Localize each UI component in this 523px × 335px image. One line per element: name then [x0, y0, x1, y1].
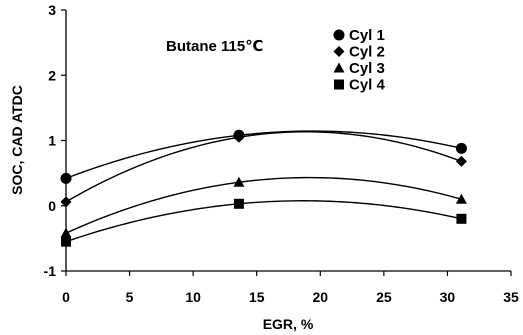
y-tick-label: 3 [48, 2, 56, 18]
point-cyl-3 [60, 227, 72, 238]
point-cyl-3 [455, 193, 467, 204]
point-cyl-4 [61, 236, 71, 247]
x-tick-label: 35 [503, 289, 519, 305]
legend-marker-cyl-3 [333, 62, 345, 73]
x-tick-label: 30 [440, 289, 456, 305]
chart-annotation: Butane 115℃ [166, 38, 263, 55]
point-cyl-2 [455, 155, 467, 167]
legend-marker-cyl-2 [333, 46, 345, 57]
y-tick-label: -1 [44, 263, 57, 279]
x-tick-label: 20 [312, 289, 328, 305]
legend-label: Cyl 1 [349, 27, 385, 44]
legend-label: Cyl 2 [349, 44, 385, 61]
data-markers [60, 129, 467, 247]
x-tick-label: 15 [249, 289, 265, 305]
x-tick-label: 5 [126, 289, 134, 305]
y-tick-label: 2 [48, 67, 56, 83]
x-ticks: 0 5 10 15 20 25 30 35 [62, 271, 519, 305]
y-tick-label: 1 [48, 133, 56, 149]
x-tick-label: 0 [62, 289, 70, 305]
y-ticks: -1 0 1 2 3 [44, 2, 66, 279]
x-axis-title: EGR, % [263, 316, 314, 332]
point-cyl-2 [60, 196, 72, 208]
point-cyl-4 [233, 198, 244, 209]
point-cyl-1 [455, 142, 467, 154]
y-axis-title: SOC, CAD ATDC [9, 85, 25, 195]
trendlines [65, 130, 462, 243]
legend-marker-cyl-4 [334, 79, 344, 90]
legend-label: Cyl 4 [349, 77, 386, 94]
y-tick-label: 0 [48, 198, 56, 214]
trendline-cyl-1 [65, 130, 462, 179]
x-tick-label: 10 [185, 289, 201, 305]
point-cyl-3 [233, 176, 245, 187]
trendline-cyl-4 [65, 200, 462, 243]
legend-marker-cyl-1 [333, 29, 345, 41]
point-cyl-2 [233, 131, 245, 143]
trendline-cyl-3 [65, 176, 462, 234]
trendline-cyl-2 [65, 131, 462, 203]
point-cyl-1 [60, 172, 72, 184]
legend-label: Cyl 3 [349, 60, 385, 77]
x-tick-label: 25 [376, 289, 392, 305]
point-cyl-4 [456, 213, 467, 224]
